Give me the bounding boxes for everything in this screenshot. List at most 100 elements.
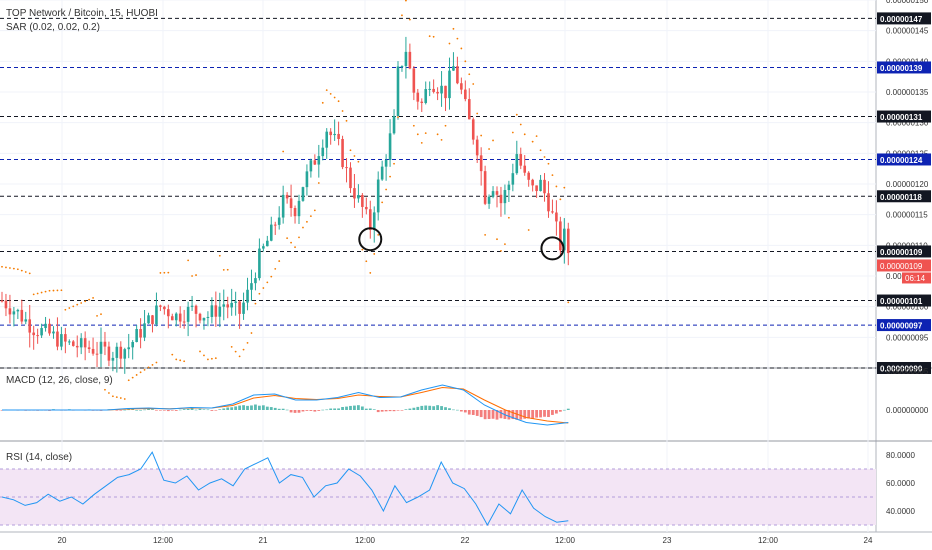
rsi-pane bbox=[1, 451, 569, 527]
sar-dot bbox=[401, 14, 403, 17]
rsi-tick-label: 80.0000 bbox=[886, 451, 915, 460]
candle-body bbox=[539, 179, 542, 192]
sar-dot bbox=[527, 229, 530, 231]
candle-body bbox=[523, 165, 527, 173]
macd-histogram-bar bbox=[467, 410, 471, 415]
candle-body bbox=[345, 167, 348, 169]
macd-histogram-bar bbox=[182, 409, 186, 410]
circle-annotation bbox=[540, 236, 565, 261]
candle-body bbox=[48, 323, 51, 334]
macd-histogram-bar bbox=[380, 410, 384, 412]
sar-dot bbox=[381, 201, 384, 204]
sar-dot bbox=[92, 297, 94, 299]
candle-body bbox=[293, 208, 297, 217]
sar-dot bbox=[408, 18, 411, 21]
macd-histogram-bar bbox=[337, 408, 340, 410]
sar-dot bbox=[187, 259, 190, 262]
time-tick-label: 12:00 bbox=[555, 536, 576, 545]
sar-dot bbox=[484, 234, 487, 236]
candle-body bbox=[357, 195, 360, 199]
sar-dot bbox=[302, 226, 304, 229]
sar-dot bbox=[306, 220, 308, 223]
price-axis[interactable]: 0.000000950.000001000.000001050.00000110… bbox=[877, 0, 931, 516]
sar-dot bbox=[488, 148, 490, 150]
macd-histogram-bar bbox=[258, 405, 261, 410]
candle-body bbox=[507, 184, 511, 191]
candle-body bbox=[194, 305, 198, 314]
candle-body bbox=[226, 304, 230, 308]
macd-histogram-bar bbox=[313, 410, 317, 412]
candle-body bbox=[448, 70, 451, 99]
macd-histogram-bar bbox=[325, 409, 329, 411]
sar-dot bbox=[476, 112, 479, 115]
macd-histogram-bar bbox=[448, 408, 451, 410]
sar-dot bbox=[167, 271, 170, 274]
macd-histogram-bar bbox=[404, 409, 408, 410]
macd-histogram-bar bbox=[269, 407, 273, 410]
macd-histogram-bar bbox=[159, 410, 162, 411]
macd-histogram-bar bbox=[321, 409, 325, 411]
candle-body bbox=[432, 88, 435, 92]
candle-body bbox=[424, 89, 428, 103]
candle-body bbox=[20, 309, 24, 322]
sar-dot bbox=[551, 174, 554, 177]
sar-dot bbox=[353, 155, 356, 157]
horizontal-levels[interactable] bbox=[0, 17, 876, 369]
last-price-tag bbox=[877, 259, 931, 272]
macd-histogram-bar bbox=[507, 410, 511, 420]
sar-dot bbox=[159, 272, 162, 274]
macd-histogram-bar bbox=[360, 406, 364, 410]
candle-body bbox=[99, 341, 103, 354]
sar-dot bbox=[440, 138, 443, 141]
sar-dot bbox=[171, 353, 174, 356]
macd-pane bbox=[0, 384, 570, 426]
macd-signal-line bbox=[2, 386, 569, 424]
macd-histogram-bar bbox=[364, 408, 368, 410]
candle-body bbox=[60, 334, 63, 347]
macd-histogram-bar bbox=[170, 410, 174, 411]
sar-dot bbox=[377, 234, 380, 236]
macd-histogram-bar bbox=[349, 405, 352, 410]
sar-dot bbox=[123, 398, 126, 400]
candle-body bbox=[4, 300, 8, 309]
candle-body bbox=[198, 313, 202, 321]
candle-body bbox=[258, 248, 261, 279]
macd-histogram-bar bbox=[293, 410, 297, 413]
sar-dot bbox=[472, 83, 475, 85]
candle-body bbox=[547, 193, 550, 212]
macd-histogram-bar bbox=[372, 409, 376, 410]
sar-dot bbox=[179, 359, 182, 362]
sar-dot bbox=[397, 116, 399, 119]
macd-histogram-bar bbox=[222, 408, 226, 410]
candle-body bbox=[155, 305, 158, 325]
macd-histogram-bar bbox=[230, 407, 234, 410]
sar-dot bbox=[511, 131, 514, 134]
candle-body bbox=[444, 85, 447, 99]
sar-dot bbox=[24, 271, 27, 273]
sar-dot bbox=[357, 160, 360, 163]
time-axis[interactable]: 20 12:00 21 12:00 22 12:00 23 12:00 24 bbox=[58, 536, 873, 545]
rsi-legend[interactable]: RSI (14, close) bbox=[6, 452, 72, 463]
candle-body bbox=[527, 172, 530, 180]
sar-dot bbox=[456, 37, 459, 40]
macd-legend[interactable]: MACD (12, 26, close, 9) bbox=[6, 375, 113, 386]
time-tick-label: 12:00 bbox=[355, 536, 376, 545]
candle-body bbox=[515, 154, 519, 174]
sar-dot bbox=[76, 303, 79, 306]
candle-body bbox=[71, 341, 75, 346]
sar-dot bbox=[108, 392, 110, 394]
sar-dot bbox=[104, 388, 106, 391]
sar-dot bbox=[515, 113, 518, 116]
sar-dot bbox=[127, 379, 130, 382]
macd-label: MACD (12, 26, close, 9) bbox=[6, 375, 113, 386]
macd-line bbox=[2, 384, 569, 426]
sar-dot bbox=[195, 274, 197, 276]
candle-body bbox=[254, 278, 257, 284]
sar-legend[interactable]: SAR (0.02, 0.02, 0.2) bbox=[6, 22, 100, 33]
candle-body bbox=[111, 357, 115, 361]
candle-body bbox=[151, 315, 154, 325]
macd-histogram-bar bbox=[535, 410, 538, 418]
sar-dot bbox=[199, 350, 201, 353]
macd-histogram-bar bbox=[289, 410, 293, 413]
